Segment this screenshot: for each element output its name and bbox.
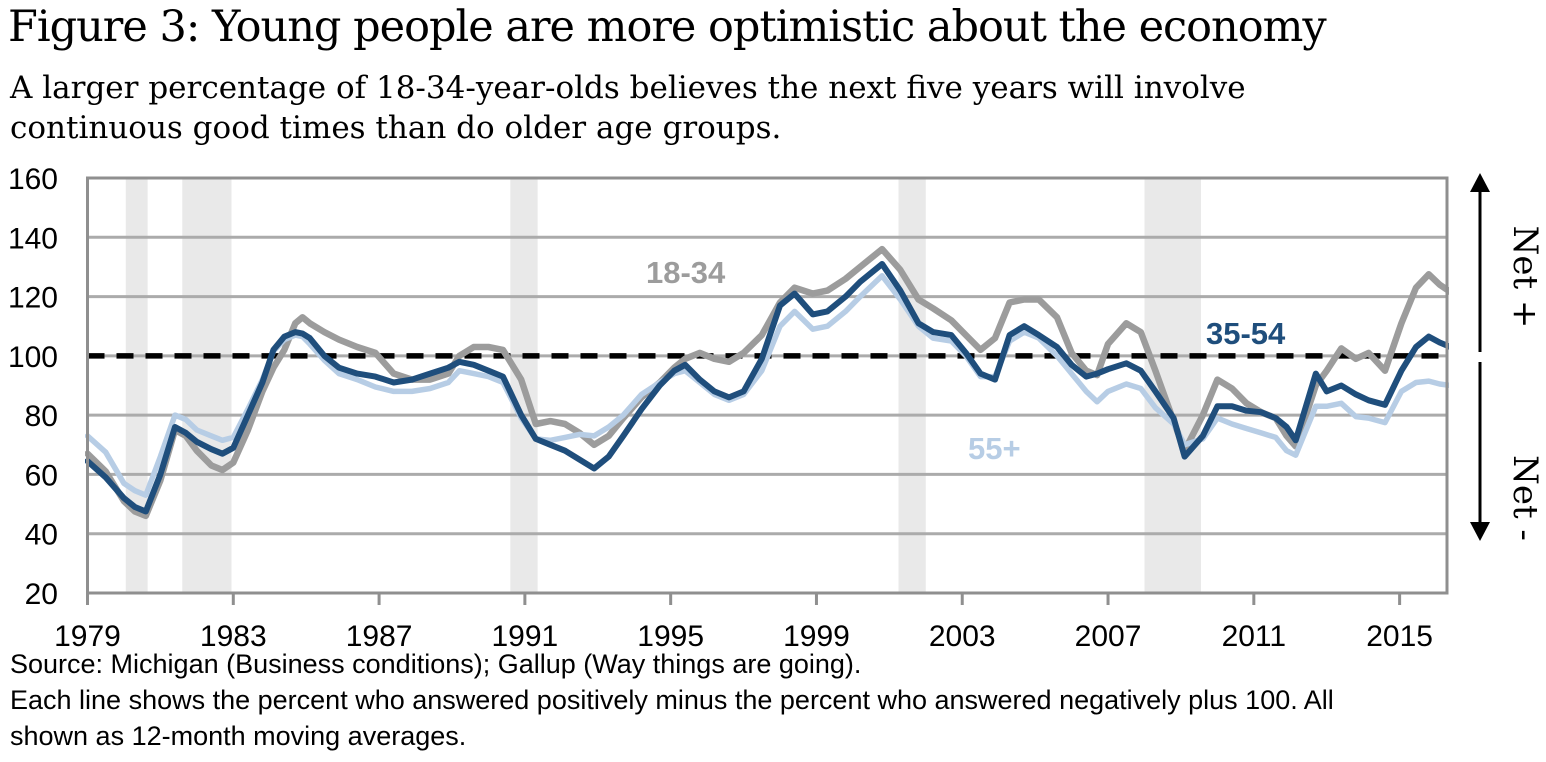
legend-label-35-54: 35-54 xyxy=(1206,316,1286,351)
x-tick-label: 1983 xyxy=(200,620,267,653)
figure-title: Figure 3: Young people are more optimist… xyxy=(8,2,1327,52)
recession-band xyxy=(182,178,232,593)
legend-label-55plus: 55+ xyxy=(968,431,1021,466)
x-tick-label: 2015 xyxy=(1366,620,1433,653)
series-line-35-54 xyxy=(85,261,1449,515)
plot-border xyxy=(86,176,1449,595)
footnote: Source: Michigan (Business conditions); … xyxy=(10,646,1334,754)
y-tick-label: 120 xyxy=(8,282,58,315)
y-tick-label: 60 xyxy=(25,459,58,492)
plot-frame xyxy=(86,176,1449,605)
net-negative-arrow-icon xyxy=(1470,362,1490,541)
gridlines xyxy=(87,235,1447,536)
y-tick-label: 100 xyxy=(8,341,58,374)
data-series-lines xyxy=(85,245,1449,520)
y-tick-label: 140 xyxy=(8,222,58,255)
x-tick-label: 1987 xyxy=(346,620,413,653)
net-plus-label: Net + xyxy=(1505,226,1545,329)
net-minus-label: Net - xyxy=(1505,455,1545,541)
x-tick-label: 2007 xyxy=(1075,620,1142,653)
footnote-method-line2: shown as 12-month moving averages. xyxy=(10,721,467,751)
x-tick-label: 1979 xyxy=(54,620,121,653)
x-tick-label: 2003 xyxy=(929,620,996,653)
net-positive-arrow-icon xyxy=(1470,173,1490,352)
x-tick-label: 2011 xyxy=(1222,620,1287,653)
recession-band xyxy=(898,178,926,593)
footnote-source-line: Source: Michigan (Business conditions); … xyxy=(10,649,862,679)
y-tick-label: 20 xyxy=(25,578,58,611)
x-tick-label: 1999 xyxy=(783,620,850,653)
series-inline-labels: 18-34 35-54 55+ xyxy=(646,255,1286,466)
x-tick-label: 1995 xyxy=(637,620,704,653)
y-tick-label: 160 xyxy=(8,163,58,196)
figure-subtitle-line1: A larger percentage of 18-34-year-olds b… xyxy=(10,70,1246,106)
figure-subtitle: A larger percentage of 18-34-year-olds b… xyxy=(10,68,1246,148)
series-line-55+ xyxy=(85,273,1449,498)
x-tick-label: 1991 xyxy=(491,620,558,653)
x-axis-labels: 1979 1983 1987 1991 1995 1999 2003 2007 2011 2015 xyxy=(54,620,1433,653)
recession-band xyxy=(125,178,148,593)
figure-subtitle-line2: continuous good times than do older age … xyxy=(10,110,782,146)
footnote-method-line1: Each line shows the percent who answered… xyxy=(10,685,1334,715)
legend-label-18-34: 18-34 xyxy=(646,255,726,290)
y-tick-label: 80 xyxy=(25,400,58,433)
net-annotation: Net + Net - xyxy=(1470,173,1545,541)
y-axis-labels: 20 40 60 80 100 120 140 160 xyxy=(8,163,58,611)
y-tick-label: 40 xyxy=(25,519,58,552)
